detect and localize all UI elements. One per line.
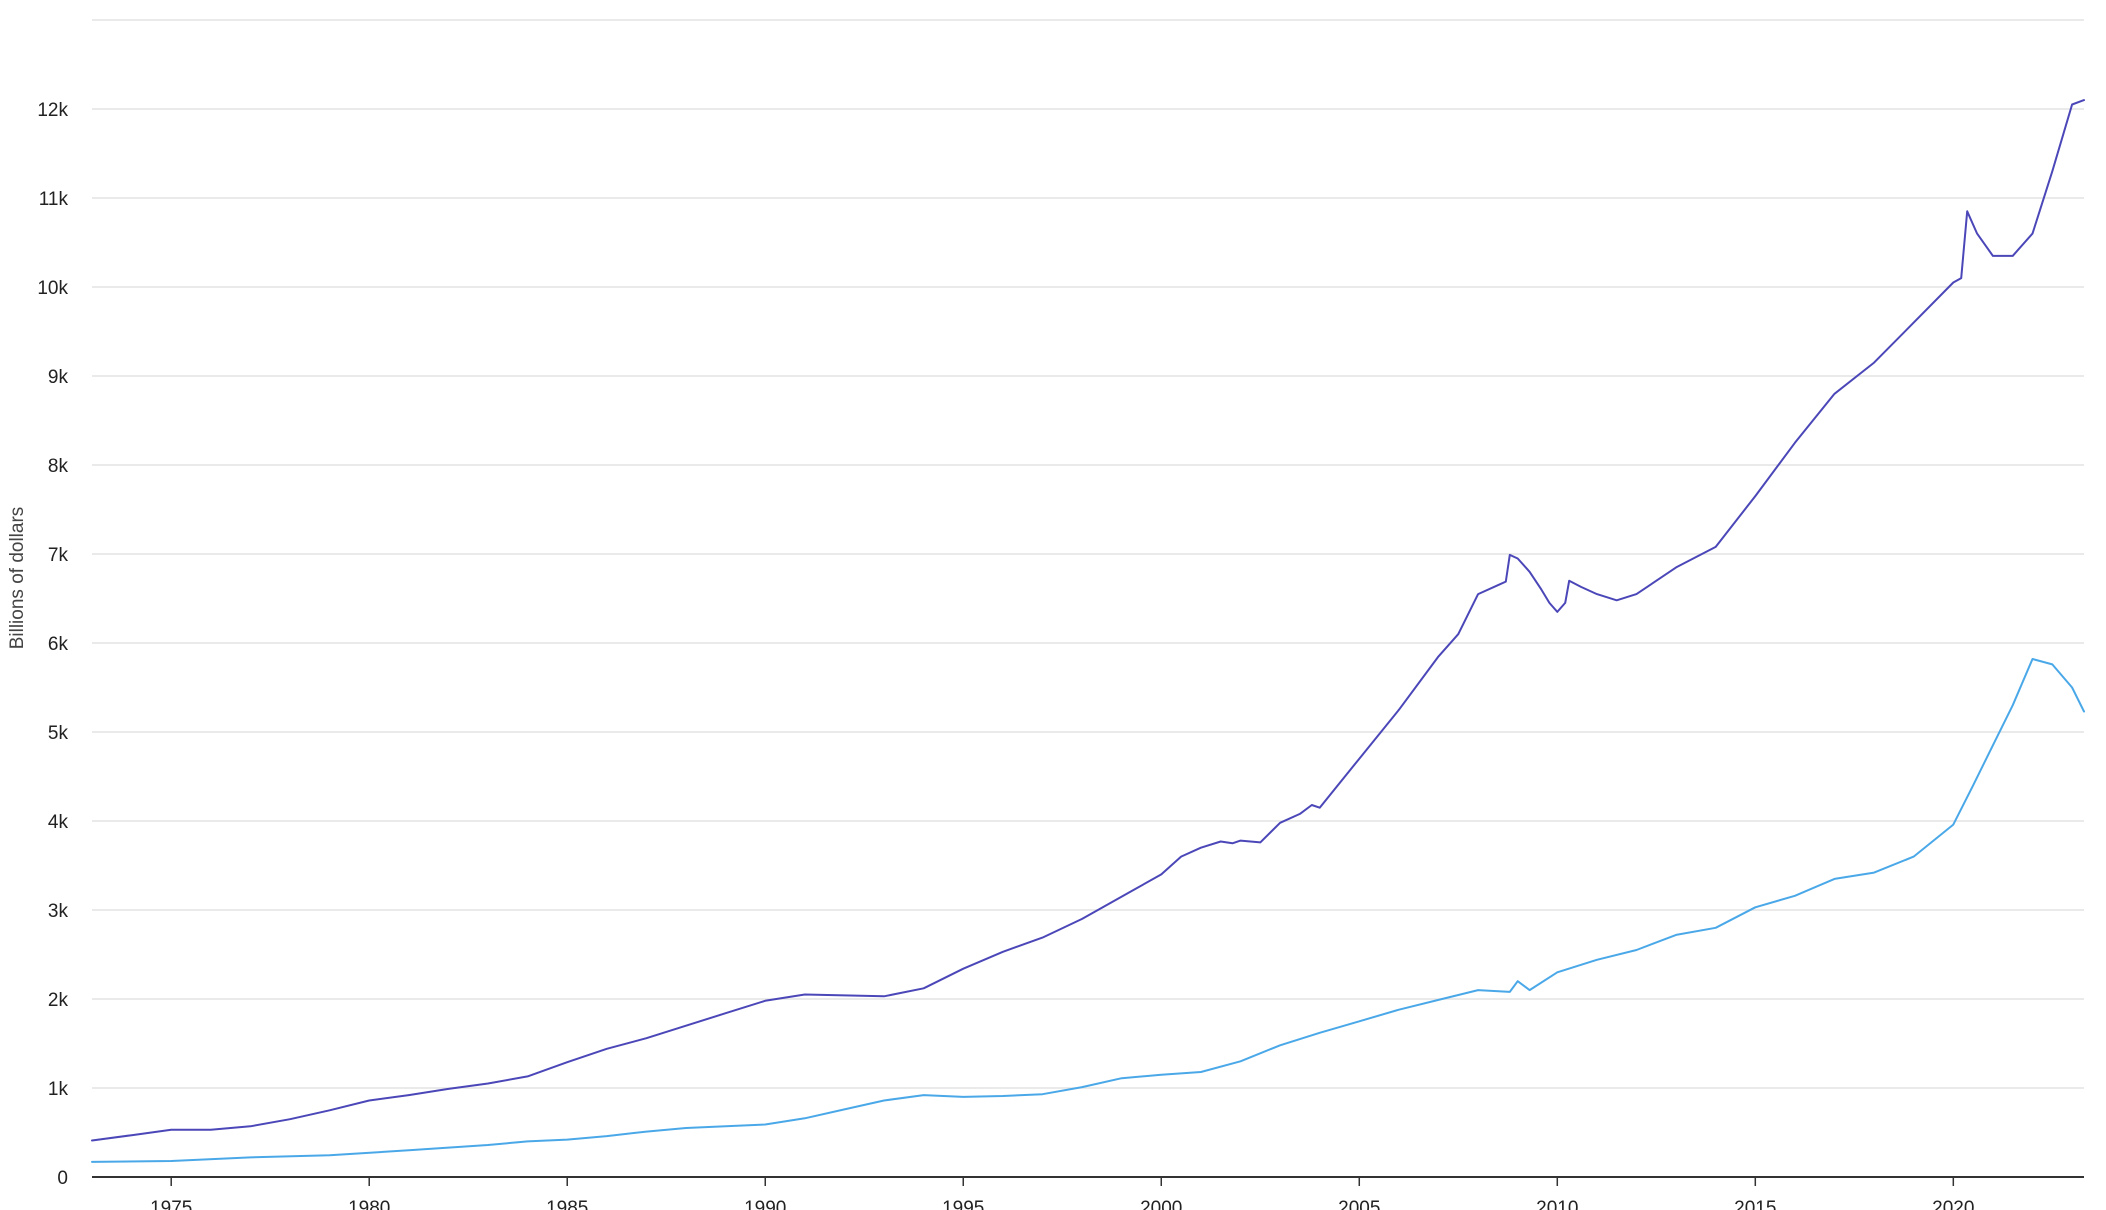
y-tick-label: 1k [48,1079,69,1100]
y-axis-label: Billions of dollars [7,507,28,650]
y-tick-label: 9k [48,367,69,388]
y-tick-label: 3k [48,901,69,922]
x-tick-label: 2000 [1140,1198,1182,1210]
x-tick-label: 1990 [744,1198,786,1210]
x-tick-label: 2015 [1734,1198,1776,1210]
series-line-1 [91,99,2085,1142]
y-tick-label: 5k [48,723,69,744]
x-tick-label: 1995 [942,1198,984,1210]
y-tick-label: 12k [37,100,68,121]
grid-lines [92,19,2084,1089]
series-group [91,99,2085,1163]
y-tick-label: 8k [48,456,69,477]
x-tick-label: 1980 [348,1198,390,1210]
y-tick-label: 0 [57,1168,68,1189]
y-tick-label: 6k [48,634,69,655]
x-tick-label: 2010 [1536,1198,1578,1210]
y-tick-label: 7k [48,545,69,566]
y-tick-label: 2k [48,990,69,1011]
y-tick-label: 10k [37,278,68,299]
x-tick-label: 2005 [1338,1198,1380,1210]
x-axis: 1975 1980 1985 1990 1995 2000 2005 2010 2015 2020 [92,1176,2084,1210]
y-axis: 0 1k 2k 3k 4k 5k 6k 7k 8k 9k 10k 11k 12k [37,100,68,1189]
series-line-2 [91,658,2085,1163]
y-tick-label: 4k [48,812,69,833]
x-tick-label: 1985 [546,1198,588,1210]
x-tick-label: 2020 [1932,1198,1974,1210]
y-tick-label: 11k [39,189,69,210]
x-tick-label: 1975 [150,1198,192,1210]
